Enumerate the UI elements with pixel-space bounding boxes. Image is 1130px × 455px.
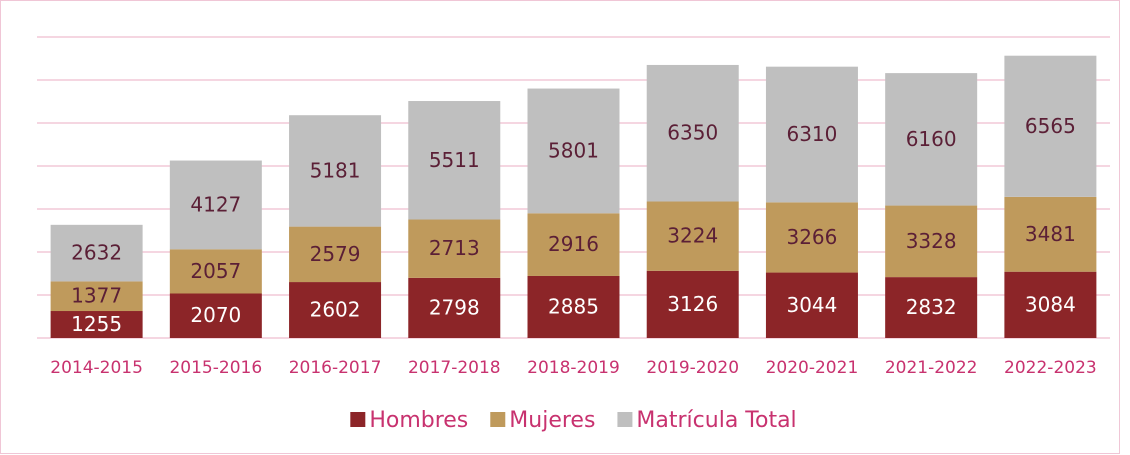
- value-label: 3084: [1025, 292, 1076, 316]
- value-label: 1255: [71, 312, 122, 336]
- legend-label: Matrícula Total: [636, 408, 796, 433]
- value-label: 5801: [548, 138, 599, 162]
- value-label: 3126: [667, 292, 718, 316]
- legend-swatch: [350, 412, 366, 427]
- bar-segment: [765, 272, 858, 338]
- value-label: 2885: [548, 294, 599, 318]
- bar-segment: [527, 275, 620, 338]
- x-tick-label: 2016-2017: [289, 358, 382, 378]
- legend-swatch: [617, 412, 633, 427]
- value-label: 6310: [786, 122, 837, 146]
- bar-segment: [646, 64, 739, 202]
- bar-segment: [1004, 196, 1097, 272]
- value-label: 3266: [786, 225, 837, 249]
- bar-segment: [408, 101, 501, 220]
- bar-segment: [408, 277, 501, 338]
- value-label: 1377: [71, 284, 122, 308]
- value-label: 5511: [429, 148, 480, 172]
- bar-segment: [289, 226, 382, 283]
- value-label: 6565: [1025, 114, 1076, 138]
- x-tick-label: 2019-2020: [646, 358, 739, 378]
- bar-segment: [885, 73, 978, 206]
- bar-segment: [169, 249, 262, 294]
- bar-segment: [527, 213, 620, 276]
- value-label: 4127: [190, 192, 241, 216]
- bar-segment: [1004, 55, 1097, 197]
- value-label: 2602: [310, 298, 361, 322]
- value-label: 2798: [429, 295, 480, 319]
- x-tick-label: 2015-2016: [169, 358, 262, 378]
- value-label: 6160: [906, 127, 957, 151]
- x-tick-label: 2017-2018: [408, 358, 501, 378]
- bar-segment: [1004, 271, 1097, 338]
- x-tick-label: 2021-2022: [885, 358, 978, 378]
- bar-segment: [289, 282, 382, 338]
- value-label: 2713: [429, 236, 480, 260]
- value-label: 2057: [190, 259, 241, 283]
- value-label: 3044: [786, 293, 837, 317]
- legend-label: Mujeres: [509, 408, 595, 433]
- bar-segment: [765, 66, 858, 203]
- bar-segment: [646, 201, 739, 271]
- value-label: 2916: [548, 232, 599, 256]
- legend-label: Hombres: [369, 408, 468, 433]
- value-label: 3224: [667, 224, 718, 248]
- legend-swatch: [490, 412, 506, 427]
- value-label: 2832: [906, 295, 957, 319]
- x-tick-label: 2020-2021: [766, 358, 859, 378]
- value-label: 2579: [310, 242, 361, 266]
- bar-segment: [885, 205, 978, 278]
- bar-segment: [289, 115, 382, 227]
- bar-segment: [169, 160, 262, 250]
- x-tick-label: 2022-2023: [1004, 358, 1097, 378]
- bar-segment: [527, 88, 620, 214]
- bar-segment: [646, 270, 739, 338]
- bar-segment: [50, 281, 143, 312]
- bar-segment: [885, 277, 978, 338]
- bar-segment: [50, 311, 143, 338]
- value-label: 5181: [310, 158, 361, 182]
- value-label: 2070: [190, 303, 241, 327]
- value-label: 3481: [1025, 222, 1076, 246]
- bar-segment: [765, 202, 858, 273]
- value-label: 3328: [906, 229, 957, 253]
- bar-segment: [50, 224, 143, 282]
- bar-segment: [408, 219, 501, 278]
- value-label: 6350: [667, 121, 718, 145]
- x-tick-label: 2014-2015: [50, 358, 143, 378]
- value-label: 2632: [71, 241, 122, 265]
- x-tick-label: 2018-2019: [527, 358, 620, 378]
- bar-segment: [169, 293, 262, 338]
